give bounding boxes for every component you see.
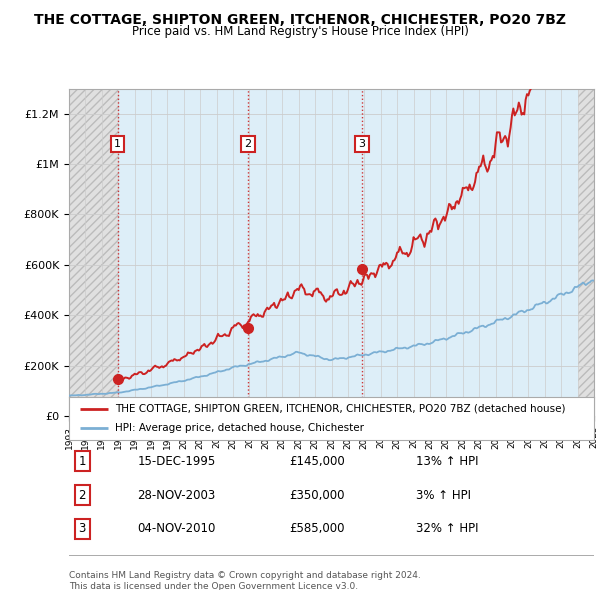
Text: 2: 2 (244, 139, 251, 149)
Text: £145,000: £145,000 (290, 455, 345, 468)
Text: Price paid vs. HM Land Registry's House Price Index (HPI): Price paid vs. HM Land Registry's House … (131, 25, 469, 38)
Text: 3: 3 (79, 522, 86, 535)
Text: 1: 1 (114, 139, 121, 149)
Text: 1: 1 (79, 455, 86, 468)
Text: THE COTTAGE, SHIPTON GREEN, ITCHENOR, CHICHESTER, PO20 7BZ: THE COTTAGE, SHIPTON GREEN, ITCHENOR, CH… (34, 13, 566, 27)
Text: 13% ↑ HPI: 13% ↑ HPI (415, 455, 478, 468)
Text: 15-DEC-1995: 15-DEC-1995 (137, 455, 215, 468)
Text: Contains HM Land Registry data © Crown copyright and database right 2024.
This d: Contains HM Land Registry data © Crown c… (69, 571, 421, 590)
Text: £585,000: £585,000 (290, 522, 345, 535)
Text: £350,000: £350,000 (290, 489, 345, 502)
Text: 32% ↑ HPI: 32% ↑ HPI (415, 522, 478, 535)
Text: THE COTTAGE, SHIPTON GREEN, ITCHENOR, CHICHESTER, PO20 7BZ (detached house): THE COTTAGE, SHIPTON GREEN, ITCHENOR, CH… (115, 404, 566, 414)
Text: 2: 2 (79, 489, 86, 502)
Text: 28-NOV-2003: 28-NOV-2003 (137, 489, 215, 502)
Text: 3: 3 (358, 139, 365, 149)
Text: 3% ↑ HPI: 3% ↑ HPI (415, 489, 470, 502)
Text: HPI: Average price, detached house, Chichester: HPI: Average price, detached house, Chic… (115, 423, 364, 433)
Text: 04-NOV-2010: 04-NOV-2010 (137, 522, 215, 535)
